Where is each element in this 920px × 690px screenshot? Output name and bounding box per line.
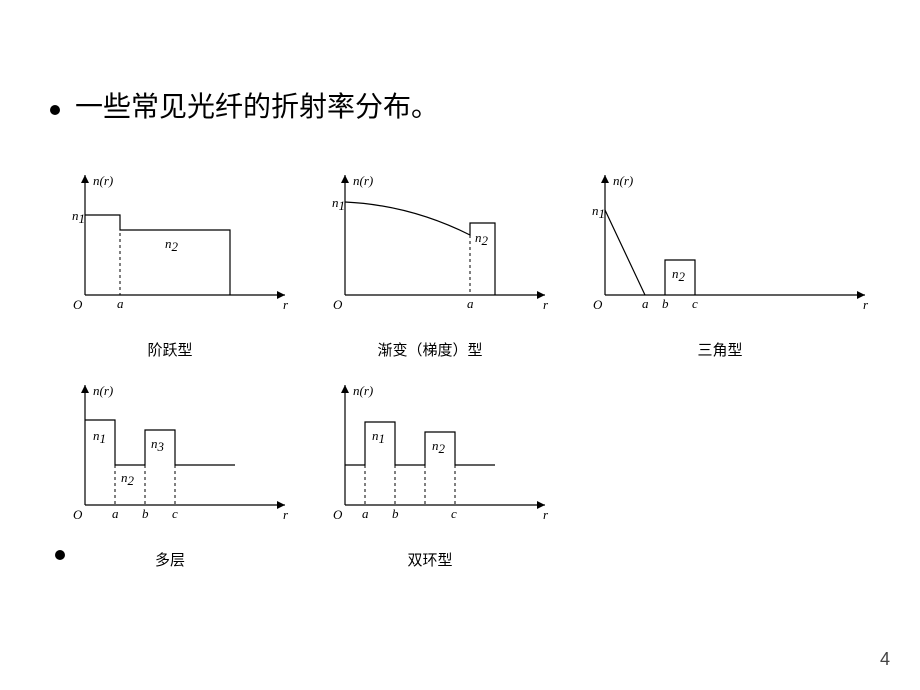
chart-svg: n(r) r O n1 n2 ab c (570, 160, 870, 330)
svg-text:r: r (543, 507, 549, 522)
svg-text:O: O (593, 297, 603, 312)
svg-text:b: b (662, 296, 669, 311)
diagram-caption: 多层 (50, 549, 290, 570)
page-number: 4 (880, 649, 890, 670)
svg-text:n1: n1 (592, 203, 605, 221)
diagram-graded: n(r) r O n1 n2 a 渐变（梯度）型 (310, 160, 550, 360)
svg-text:c: c (692, 296, 698, 311)
slide-title: 一些常见光纤的折射率分布。 (75, 92, 439, 123)
diagram-caption: 渐变（梯度）型 (310, 339, 550, 360)
svg-text:n2: n2 (165, 236, 179, 254)
diagram-multilayer: n(r) r O n1 n2 n3 a b c 多层 (50, 370, 290, 570)
chart-svg: n(r) r O n1 n2 a (50, 160, 290, 330)
chart-svg: n(r) r O n1 n2 a (310, 160, 550, 330)
svg-text:r: r (863, 297, 869, 312)
svg-text:r: r (543, 297, 549, 312)
svg-text:n(r): n(r) (93, 383, 113, 398)
svg-text:a: a (112, 506, 119, 521)
svg-text:n1: n1 (72, 208, 85, 226)
svg-text:O: O (333, 507, 343, 522)
diagram-caption: 双环型 (310, 549, 550, 570)
svg-text:a: a (467, 296, 474, 311)
svg-text:a: a (642, 296, 649, 311)
svg-text:b: b (392, 506, 399, 521)
svg-text:a: a (117, 296, 124, 311)
svg-text:a: a (362, 506, 369, 521)
svg-text:n1: n1 (93, 428, 106, 446)
diagram-step: n(r) r O n1 n2 a 阶跃型 (50, 160, 290, 360)
svg-text:r: r (283, 507, 289, 522)
svg-text:n2: n2 (672, 266, 686, 284)
svg-text:O: O (333, 297, 343, 312)
chart-svg: n(r) r O n1 n2 n3 a b c (50, 370, 290, 540)
diagram-doublering: n(r) r O n1 n2 a b c 双环型 (310, 370, 550, 570)
svg-text:n(r): n(r) (93, 173, 113, 188)
diagram-caption: 三角型 (570, 339, 870, 360)
svg-text:n1: n1 (332, 195, 345, 213)
svg-text:n2: n2 (432, 438, 446, 456)
svg-text:n3: n3 (151, 436, 165, 454)
svg-text:r: r (283, 297, 289, 312)
diagram-triangle: n(r) r O n1 n2 ab c 三角型 (570, 160, 870, 360)
svg-text:n(r): n(r) (613, 173, 633, 188)
svg-text:n1: n1 (372, 428, 385, 446)
bullet-icon (50, 105, 60, 115)
slide-title-row: 一些常见光纤的折射率分布。 (50, 85, 439, 125)
svg-text:c: c (172, 506, 178, 521)
svg-text:O: O (73, 507, 83, 522)
diagram-caption: 阶跃型 (50, 339, 290, 360)
svg-text:c: c (451, 506, 457, 521)
svg-text:n2: n2 (121, 470, 135, 488)
svg-text:n(r): n(r) (353, 173, 373, 188)
svg-text:n2: n2 (475, 230, 489, 248)
chart-svg: n(r) r O n1 n2 a b c (310, 370, 550, 540)
svg-text:O: O (73, 297, 83, 312)
svg-text:n(r): n(r) (353, 383, 373, 398)
svg-text:b: b (142, 506, 149, 521)
